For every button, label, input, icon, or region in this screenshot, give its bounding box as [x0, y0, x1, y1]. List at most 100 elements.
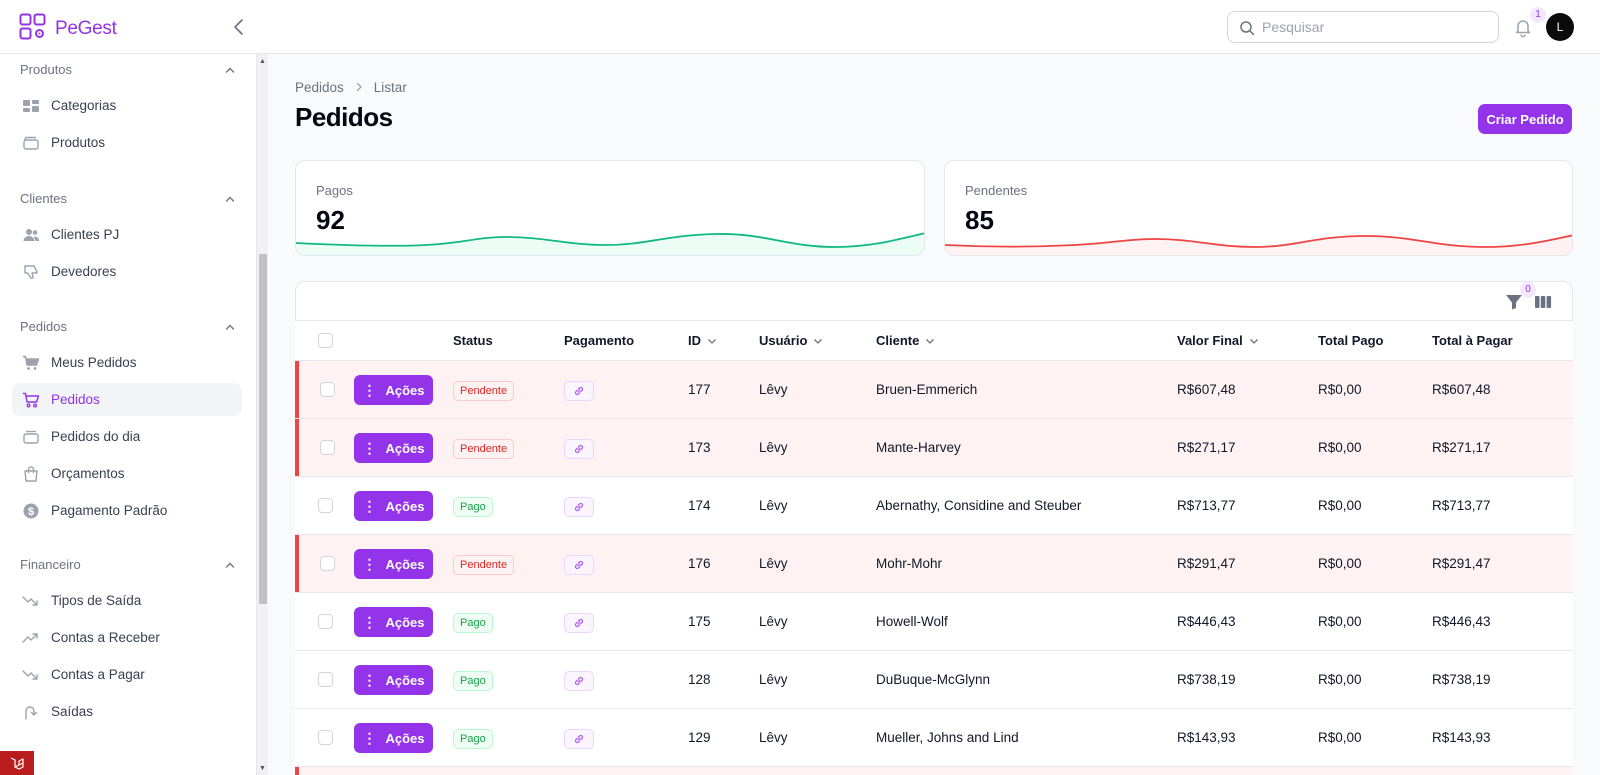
actions-button[interactable]: ⋮ Ações — [354, 549, 433, 579]
actions-button[interactable]: ⋮ Ações — [354, 491, 433, 521]
row-checkbox[interactable] — [318, 672, 333, 687]
link-icon — [574, 618, 584, 628]
app-logo[interactable]: PeGest — [19, 13, 117, 45]
scroll-up-arrow-icon[interactable]: ▲ — [259, 58, 266, 65]
payment-link-button[interactable] — [564, 613, 594, 633]
sidebar-item-pedidos-do-dia[interactable]: Pedidos do dia — [12, 420, 242, 453]
row-checkbox[interactable] — [318, 498, 333, 513]
table-row[interactable]: ⋮ Ações Pago 129 Lêvy Mueller, Johns and … — [295, 709, 1573, 767]
row-checkbox[interactable] — [318, 614, 333, 629]
row-checkbox[interactable] — [320, 382, 335, 397]
payment-link-button[interactable] — [564, 439, 594, 459]
link-icon — [574, 502, 584, 512]
laravel-debug-icon[interactable] — [0, 751, 34, 775]
actions-button[interactable]: ⋮ Ações — [354, 723, 433, 753]
sidebar-item-label: Orçamentos — [51, 466, 125, 481]
box-icon — [21, 133, 41, 153]
stat-label: Pendentes — [965, 183, 1028, 198]
column-header-usuario[interactable]: Usuário — [759, 333, 823, 348]
notifications-button[interactable] — [1512, 16, 1534, 38]
sidebar-group-produtos[interactable]: Produtos — [20, 62, 236, 77]
cell-total-pagar: R$738,19 — [1432, 672, 1491, 687]
sidebar-item-categorias[interactable]: Categorias — [12, 89, 242, 122]
more-vertical-icon: ⋮ — [362, 672, 377, 688]
sidebar-item-clientes-pj[interactable]: Clientes PJ — [12, 218, 242, 251]
table-row[interactable]: ⋮ Ações Pendente 177 Lêvy Bruen-Emmerich … — [295, 361, 1573, 419]
payment-link-button[interactable] — [564, 497, 594, 517]
actions-button[interactable]: ⋮ Ações — [354, 665, 433, 695]
column-header-status: Status — [453, 333, 493, 348]
table-row[interactable]: ⋮ Ações Pago 174 Lêvy Abernathy, Considin… — [295, 477, 1573, 535]
sidebar-item-contas-a-pagar[interactable]: Contas a Pagar — [12, 658, 242, 691]
cell-cliente: Bruen-Emmerich — [876, 382, 978, 397]
row-checkbox[interactable] — [320, 556, 335, 571]
sidebar-group-clientes[interactable]: Clientes — [20, 191, 236, 206]
scroll-down-arrow-icon[interactable]: ▼ — [259, 765, 266, 772]
cell-valor-final: R$713,77 — [1177, 498, 1236, 513]
sidebar-item-tipos-de-saida[interactable]: Tipos de Saída — [12, 584, 242, 617]
columns-icon — [1535, 296, 1552, 308]
sort-chevron-down-icon — [814, 338, 823, 344]
sidebar-item-produtos[interactable]: Produtos — [12, 126, 242, 159]
payment-link-button[interactable] — [564, 381, 594, 401]
sidebar-item-pedidos[interactable]: Pedidos — [12, 383, 242, 416]
sidebar-item-devedores[interactable]: Devedores — [12, 255, 242, 288]
cell-total-pagar: R$143,93 — [1432, 730, 1491, 745]
more-vertical-icon: ⋮ — [362, 556, 377, 572]
cell-id: 174 — [688, 498, 711, 513]
sidebar-scrollbar[interactable]: ▲ ▼ — [256, 54, 268, 775]
scrollbar-thumb[interactable] — [259, 254, 267, 604]
collapse-sidebar-button[interactable] — [228, 16, 250, 38]
sidebar-group-pedidos[interactable]: Pedidos — [20, 319, 236, 334]
table-row[interactable]: ⋮ Ações Pendente 173 Lêvy Mante-Harvey R$… — [295, 419, 1573, 477]
sidebar-item-meus-pedidos[interactable]: Meus Pedidos — [12, 346, 242, 379]
column-header-id[interactable]: ID — [688, 333, 717, 348]
actions-button[interactable]: ⋮ Ações — [354, 375, 433, 405]
chevron-up-icon — [225, 67, 235, 73]
breadcrumb: Pedidos Listar — [295, 80, 407, 95]
cell-usuario: Lêvy — [759, 498, 788, 513]
cell-total-pago: R$0,00 — [1318, 382, 1362, 397]
actions-button[interactable]: ⋮ Ações — [354, 433, 433, 463]
cell-id: 175 — [688, 614, 711, 629]
stat-card-pagos: Pagos 92 — [295, 160, 925, 256]
actions-button[interactable]: ⋮ Ações — [354, 607, 433, 637]
table-row[interactable]: ⋮ Ações Pago 128 Lêvy DuBuque-McGlynn R$7… — [295, 651, 1573, 709]
sidebar-item-saidas[interactable]: Saídas — [12, 695, 242, 728]
user-avatar[interactable]: L — [1546, 13, 1574, 41]
link-icon — [574, 560, 584, 570]
more-vertical-icon: ⋮ — [362, 730, 377, 746]
row-checkbox[interactable] — [320, 440, 335, 455]
trending-down-icon — [21, 591, 41, 611]
filter-button[interactable] — [1504, 292, 1526, 314]
sidebar-item-pagamento-padrao[interactable]: $ Pagamento Padrão — [12, 494, 242, 527]
row-checkbox[interactable] — [318, 730, 333, 745]
table-row[interactable]: ⋮ Ações Pago 175 Lêvy Howell-Wolf R$446,4… — [295, 593, 1573, 651]
search-input[interactable] — [1262, 19, 1482, 35]
sidebar-group-label: Financeiro — [20, 557, 81, 572]
search-box[interactable] — [1227, 11, 1499, 43]
notification-count-badge: 1 — [1530, 7, 1546, 23]
select-all-checkbox[interactable] — [318, 333, 333, 348]
cell-total-pago: R$0,00 — [1318, 614, 1362, 629]
sidebar-item-orcamentos[interactable]: Orçamentos — [12, 457, 242, 490]
payment-link-button[interactable] — [564, 729, 594, 749]
filter-icon — [1506, 295, 1522, 310]
cell-total-pago: R$0,00 — [1318, 440, 1362, 455]
cell-total-pagar: R$291,47 — [1432, 556, 1491, 571]
stat-label: Pagos — [316, 183, 353, 198]
breadcrumb-parent-link[interactable]: Pedidos — [295, 80, 344, 95]
cell-total-pagar: R$713,77 — [1432, 498, 1491, 513]
stat-sparkline-pendentes — [945, 234, 1572, 255]
column-header-valor-final[interactable]: Valor Final — [1177, 333, 1259, 348]
sidebar-item-contas-a-receber[interactable]: Contas a Receber — [12, 621, 242, 654]
link-icon — [574, 676, 584, 686]
create-order-button[interactable]: Criar Pedido — [1478, 104, 1572, 134]
table-row[interactable]: ⋮ Ações Pendente 176 Lêvy Mohr-Mohr R$291… — [295, 535, 1573, 593]
column-header-cliente[interactable]: Cliente — [876, 333, 935, 348]
toggle-columns-button[interactable] — [1533, 292, 1555, 314]
payment-link-button[interactable] — [564, 671, 594, 691]
payment-link-button[interactable] — [564, 555, 594, 575]
sidebar-group-financeiro[interactable]: Financeiro — [20, 557, 236, 572]
column-header-total-pago: Total Pago — [1318, 333, 1384, 348]
